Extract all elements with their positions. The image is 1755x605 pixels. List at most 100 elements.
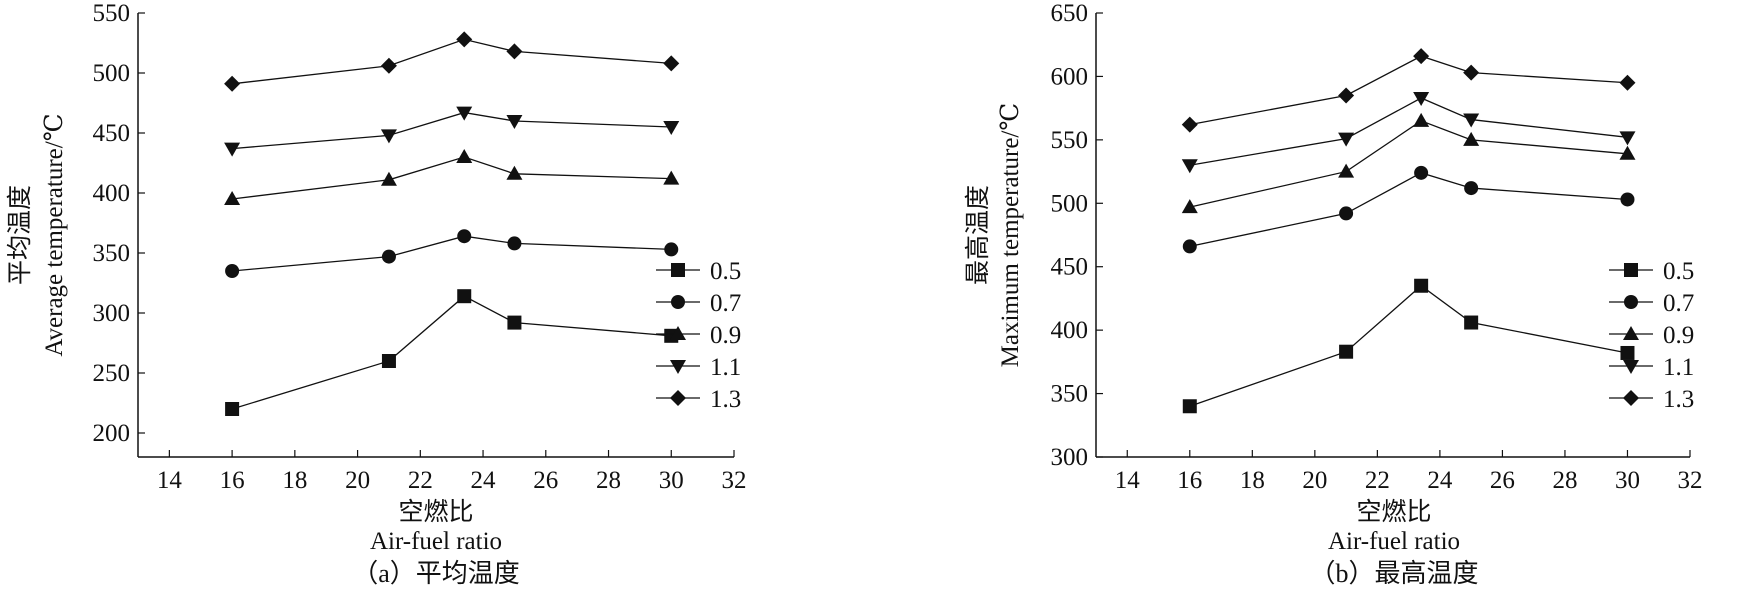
y-tick-label: 400 [1051,317,1089,344]
x-tick-label: 20 [345,467,370,494]
x-tick-label: 30 [1615,467,1640,494]
data-point-0.7 [664,242,679,257]
panel-caption: （a）平均温度 [352,559,520,588]
data-point-0.7 [381,249,396,264]
data-point-0.9 [224,191,241,205]
y-tick-label: 350 [1051,381,1089,408]
data-point-0.7 [1464,181,1479,196]
y-tick-label: 350 [93,240,131,267]
x-axis-title-cn: 空燃比 [398,498,473,526]
y-axis-title-cn: 平均温度 [6,185,34,285]
y-tick-label: 500 [93,60,131,87]
x-tick-label: 18 [1240,467,1265,494]
data-point-0.9 [380,171,397,186]
data-point-0.9 [1181,199,1198,214]
data-point-1.3 [1338,87,1355,104]
series-line-1.1 [232,111,672,150]
x-tick-label: 24 [1427,467,1453,494]
x-tick-label: 28 [1552,467,1577,494]
data-point-0.5 [1464,315,1479,330]
legend-label-0.7: 0.7 [710,290,741,317]
data-point-1.1 [380,129,397,144]
x-axis-title-en: Air-fuel ratio [1328,528,1460,555]
y-axis-title-cn: 最高温度 [964,185,992,285]
data-point-0.9 [506,165,523,180]
data-point-1.1 [663,121,680,135]
series-line-0.7 [232,235,672,272]
data-point-0.7 [1339,206,1354,221]
data-point-0.5 [507,315,522,330]
legend-label-0.9: 0.9 [1663,322,1694,349]
data-point-1.3 [380,57,397,74]
legend-label-1.1: 1.1 [710,354,741,381]
x-tick-label: 24 [471,467,497,494]
x-tick-label: 22 [1365,467,1390,494]
series-line-0.9 [232,156,672,200]
data-point-0.9 [663,170,680,185]
legend-marker-0.5 [1624,263,1638,277]
y-axis-title-en: Maximum temperature/℃ [997,103,1024,368]
legend-label-1.1: 1.1 [1663,354,1694,381]
legend-marker-0.9 [1623,326,1639,340]
series-line-0.5 [231,295,672,410]
x-tick-label: 14 [157,467,183,494]
data-point-0.5 [1339,344,1354,359]
x-tick-label: 16 [220,467,245,494]
y-tick-label: 250 [93,360,131,387]
data-point-0.5 [1620,345,1635,360]
x-tick-label: 14 [1115,467,1141,494]
legend-marker-0.5 [671,263,685,277]
data-point-1.3 [1181,116,1198,133]
data-point-0.5 [457,289,472,304]
y-axis-title-en: Average temperature/℃ [41,113,68,356]
legend-marker-0.9 [670,326,686,340]
data-point-1.1 [1463,113,1480,128]
y-tick-label: 300 [1051,444,1089,471]
legend-marker-1.1 [670,360,686,374]
legend-label-0.9: 0.9 [710,322,741,349]
y-tick-label: 450 [93,120,131,147]
data-point-1.1 [456,106,473,121]
legend-label-0.7: 0.7 [1663,290,1694,317]
x-tick-label: 20 [1302,467,1327,494]
data-point-0.9 [1619,145,1636,160]
data-point-0.7 [1414,165,1429,180]
y-tick-label: 650 [1051,0,1089,27]
legend-marker-1.3 [670,390,686,406]
x-tick-label: 26 [1490,467,1515,494]
series-line-1.3 [1189,55,1628,126]
panel-b-maximum-temperature: 300 350 400 450 500 550 600 650 14 16 18 20 22 24 26 28… [964,0,1703,588]
x-axis-title-cn: 空燃比 [1356,498,1431,526]
data-point-1.3 [1463,64,1480,81]
series-line-1.3 [232,38,672,85]
x-tick-label: 32 [722,467,747,494]
data-point-1.1 [1413,91,1430,106]
data-point-0.5 [225,402,240,416]
data-point-0.9 [456,149,473,163]
x-tick-label: 32 [1678,467,1703,494]
data-point-1.1 [1619,131,1636,146]
legend-label-0.5: 0.5 [1663,258,1694,285]
panel-caption: （b）最高温度 [1309,559,1478,588]
y-tick-label: 550 [93,0,131,27]
x-tick-label: 26 [533,467,558,494]
y-tick-label: 550 [1051,127,1089,154]
data-point-0.7 [1620,192,1635,207]
y-tick-label: 450 [1051,254,1089,281]
series-line-0.7 [1189,172,1628,248]
data-point-0.7 [1182,239,1197,254]
x-tick-label: 16 [1177,467,1202,494]
y-tick-label: 500 [1051,190,1089,217]
y-tick-label: 600 [1051,63,1089,90]
x-tick-label: 28 [596,467,621,494]
x-tick-label: 18 [282,467,307,494]
data-point-0.9 [1338,163,1355,178]
data-point-0.9 [1463,131,1480,146]
data-point-0.7 [507,236,522,251]
legend-label-1.3: 1.3 [1663,386,1694,413]
x-axis-title-en: Air-fuel ratio [370,528,502,555]
legend-marker-0.7 [1624,295,1638,309]
data-point-1.1 [1181,159,1198,174]
data-point-0.5 [381,354,396,368]
